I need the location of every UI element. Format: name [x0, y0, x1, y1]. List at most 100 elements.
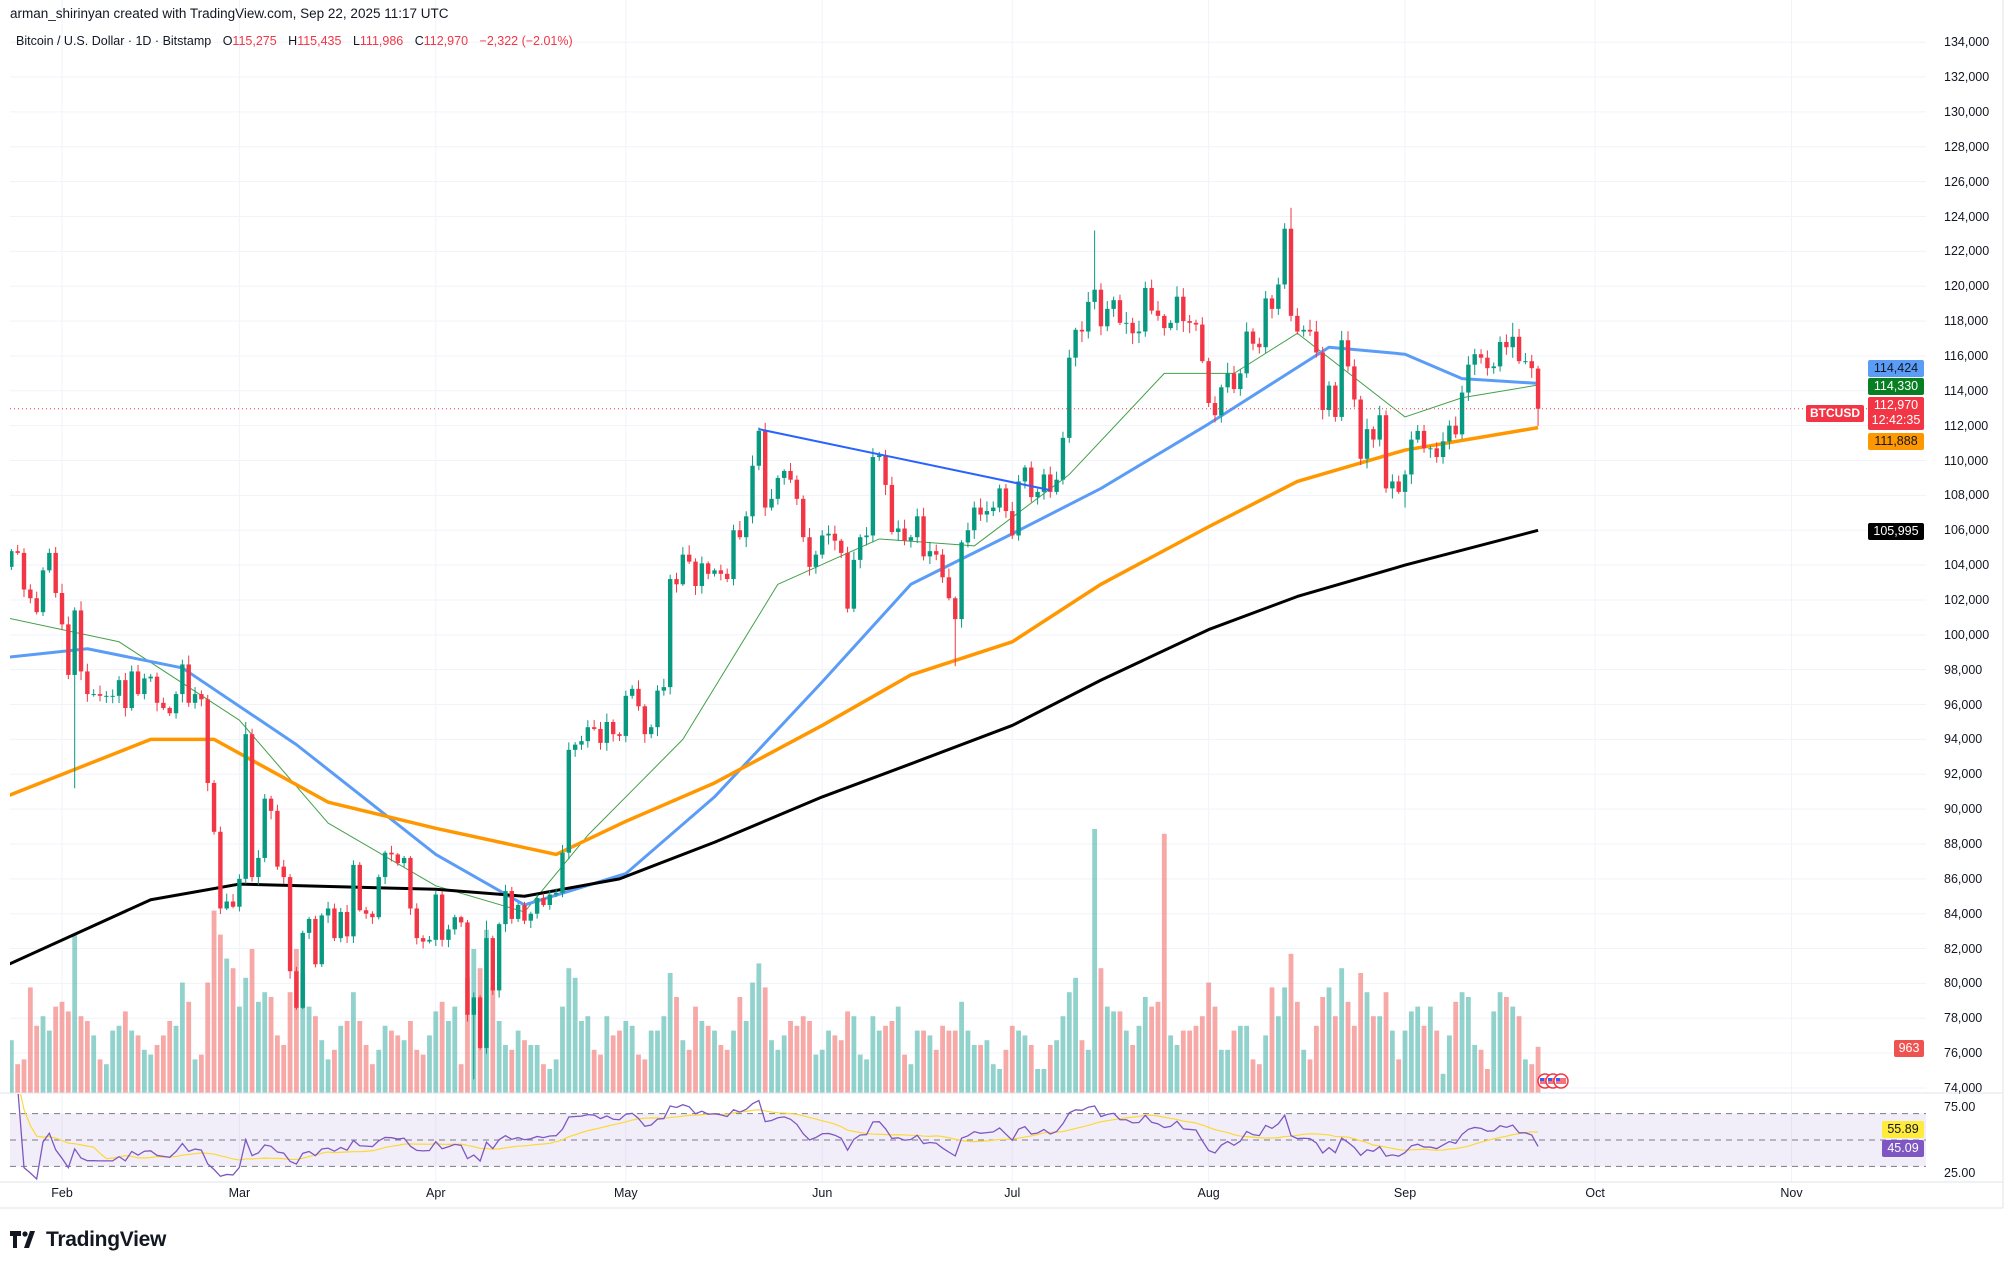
candle — [813, 550, 819, 574]
candle — [363, 906, 369, 919]
volume-bar — [186, 1001, 192, 1093]
candle-body — [446, 929, 451, 940]
candle-body — [503, 891, 508, 925]
candle-body — [173, 694, 179, 714]
volume-bar — [933, 1049, 939, 1093]
candle — [940, 549, 945, 583]
volume-bar — [1269, 987, 1275, 1093]
candle — [953, 596, 958, 667]
month-tick: Jun — [812, 1186, 833, 1200]
candle-body — [287, 877, 293, 972]
candle — [376, 874, 381, 920]
candle — [826, 525, 831, 545]
volume-bar — [65, 1011, 71, 1093]
candle — [756, 427, 762, 471]
candle — [28, 584, 33, 604]
volume-bar — [1085, 1049, 1091, 1093]
volume-bar — [1041, 1069, 1047, 1093]
volume-bar — [731, 1030, 736, 1093]
candle-body — [186, 664, 191, 703]
candle-body — [927, 551, 933, 557]
candle — [801, 495, 806, 542]
volume-bar — [306, 1006, 312, 1093]
candle-body — [1200, 324, 1205, 362]
candle — [1390, 474, 1395, 499]
candle-body — [1117, 300, 1123, 323]
candle — [1263, 291, 1268, 354]
candle-body — [1162, 315, 1167, 329]
candle-body — [1155, 310, 1161, 316]
price-tick: 112,000 — [1944, 418, 1989, 433]
candle-body — [782, 470, 787, 478]
volume-bar — [1092, 829, 1098, 1093]
candle — [522, 901, 527, 925]
volume-bar — [179, 982, 185, 1093]
volume-bar — [1028, 1045, 1034, 1093]
volume-bar — [997, 1069, 1002, 1093]
candle-body — [674, 579, 679, 585]
candle — [281, 859, 286, 884]
candle — [1428, 445, 1433, 458]
candle — [775, 475, 781, 505]
candle — [338, 907, 343, 943]
us-flag-event-icon[interactable] — [1553, 1073, 1569, 1089]
symbol-title[interactable]: Bitcoin / U.S. Dollar · 1D · Bitstamp — [16, 34, 212, 48]
volume-bar — [84, 1021, 90, 1093]
candle-body — [547, 894, 553, 905]
candle-body — [1124, 322, 1129, 324]
volume-bar — [319, 1040, 325, 1093]
open-label: O — [222, 34, 233, 48]
candle-body — [604, 721, 610, 743]
candle — [915, 508, 920, 543]
volume-bar — [1073, 977, 1079, 1093]
close-value: 112,970 — [423, 34, 469, 48]
candle-body — [1225, 373, 1230, 388]
candle-body — [1041, 474, 1047, 492]
candle-body — [230, 901, 236, 907]
candle — [300, 930, 305, 1010]
volume-bar — [294, 949, 299, 1093]
volume-bar — [838, 1040, 844, 1093]
volume-bar — [338, 1025, 344, 1093]
volume-bar — [832, 1035, 838, 1093]
volume-bar — [1117, 1011, 1123, 1093]
candle — [661, 678, 667, 696]
tradingview-logo[interactable]: TradingView — [10, 1228, 166, 1252]
candle — [807, 527, 812, 576]
candle-body — [351, 864, 356, 937]
candle-body — [1421, 430, 1427, 449]
candle-body — [864, 535, 869, 538]
candle — [1250, 328, 1256, 351]
economic-events[interactable] — [1537, 1073, 1569, 1089]
trendline[interactable] — [758, 428, 1051, 492]
volume-bar — [1130, 1045, 1136, 1093]
volume-bar — [1136, 1025, 1142, 1093]
month-tick: Aug — [1197, 1186, 1220, 1200]
candle — [91, 689, 96, 697]
candle — [1516, 328, 1522, 364]
volume-bar — [433, 1011, 439, 1093]
volume-bar — [1066, 992, 1072, 1093]
volume-bar — [1111, 1011, 1117, 1093]
candle-body — [129, 671, 134, 709]
candle-body — [313, 918, 318, 965]
candle — [1086, 291, 1091, 339]
candle-body — [896, 528, 901, 532]
candle-body — [541, 898, 546, 905]
candle — [1510, 322, 1515, 358]
candle-body — [1143, 287, 1148, 332]
candle-body — [1073, 329, 1078, 358]
volume-bar — [1415, 1006, 1421, 1093]
descending-trendline — [758, 428, 1051, 492]
candle-body — [1364, 429, 1370, 459]
candle-body — [636, 688, 641, 707]
candle — [921, 507, 926, 561]
candle — [820, 530, 825, 559]
candle — [116, 676, 122, 704]
rsi-badge: 45.09 — [1882, 1140, 1924, 1157]
candle — [1409, 431, 1414, 484]
candle — [1320, 346, 1325, 420]
candle — [142, 673, 147, 700]
candle-body — [1282, 228, 1287, 285]
